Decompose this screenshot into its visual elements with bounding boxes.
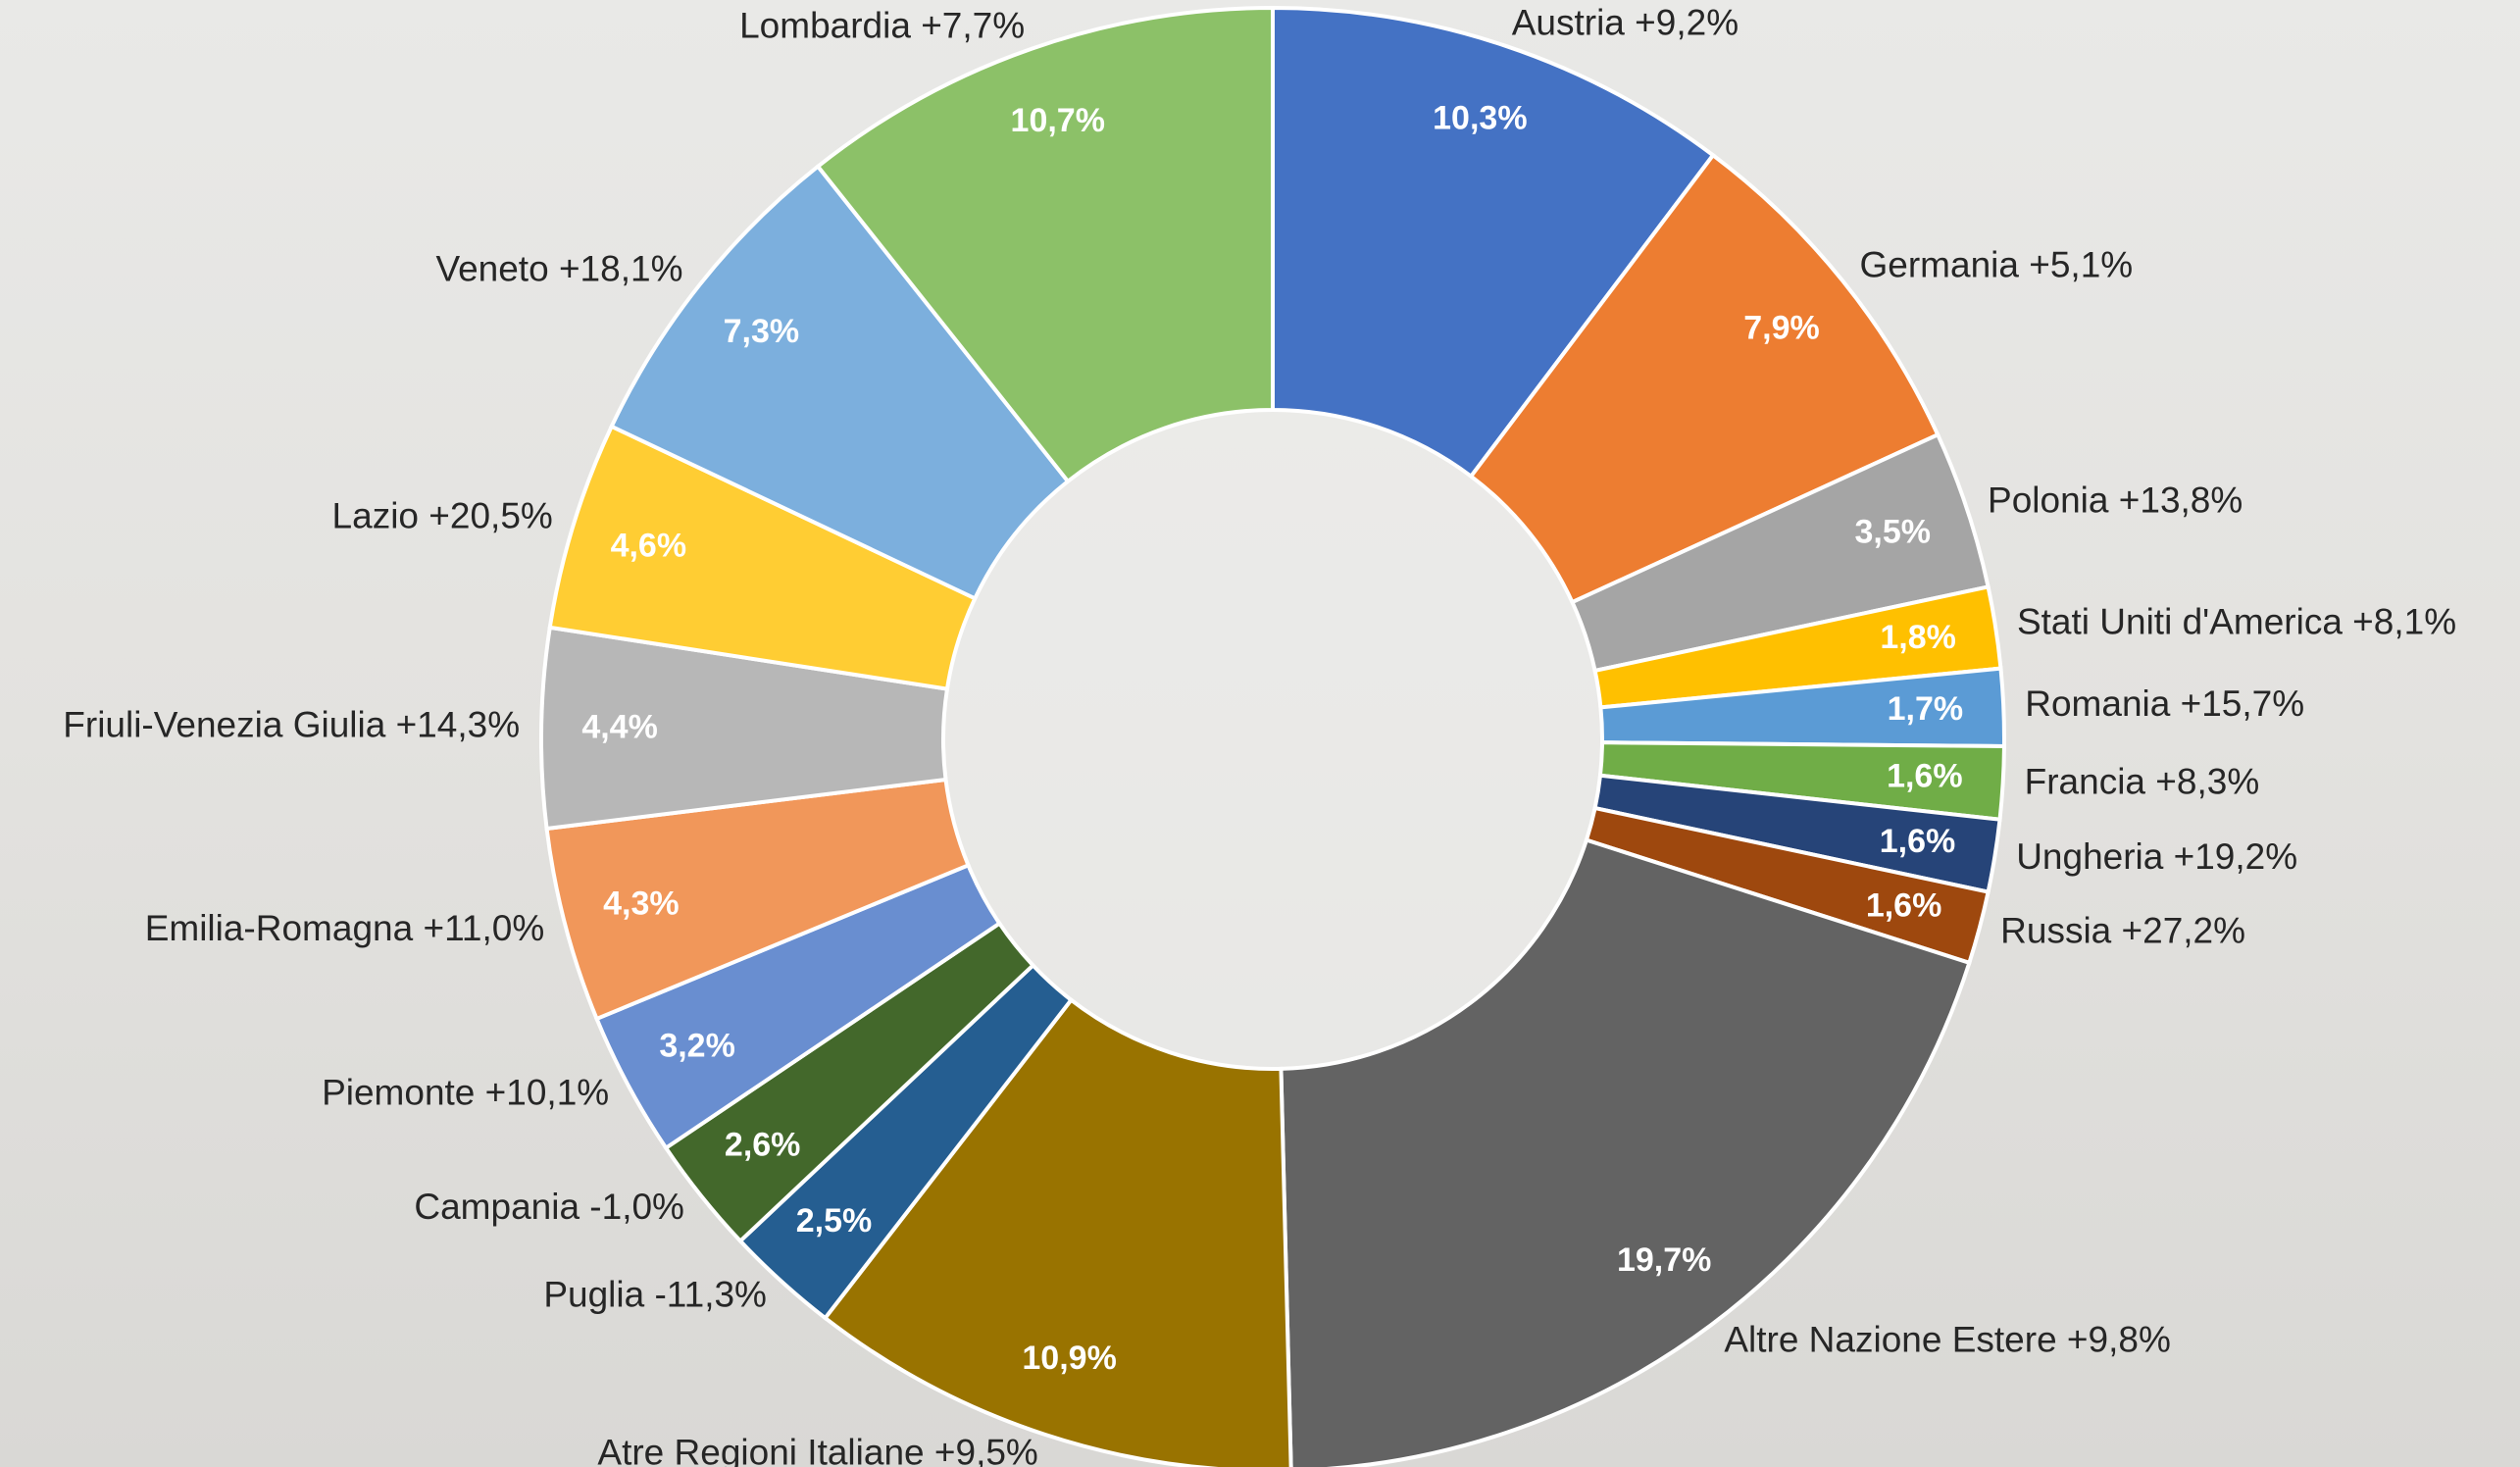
category-label: Lazio +20,5% bbox=[332, 495, 553, 535]
value-label: 4,4% bbox=[581, 709, 658, 746]
category-label: Friuli-Venezia Giulia +14,3% bbox=[63, 705, 520, 745]
category-label: Francia +8,3% bbox=[2025, 762, 2260, 802]
value-label: 2,6% bbox=[725, 1127, 801, 1164]
value-label: 19,7% bbox=[1617, 1241, 1711, 1279]
value-label: 1,6% bbox=[1887, 758, 1963, 795]
category-label: Veneto +18,1% bbox=[435, 248, 682, 288]
value-label: 10,3% bbox=[1433, 99, 1527, 136]
category-label: Ungheria +19,2% bbox=[2016, 836, 2297, 877]
value-label: 1,8% bbox=[1880, 619, 1956, 656]
value-label: 7,9% bbox=[1743, 310, 1820, 347]
category-label: Atre Regioni Italiane +9,5% bbox=[597, 1433, 1037, 1467]
value-label: 3,5% bbox=[1854, 514, 1931, 551]
category-label: Lombardia +7,7% bbox=[739, 6, 1025, 46]
value-label: 1,7% bbox=[1888, 690, 1964, 728]
value-label: 10,9% bbox=[1022, 1340, 1116, 1377]
category-label: Austria +9,2% bbox=[1512, 2, 1739, 42]
value-label: 1,6% bbox=[1880, 823, 1956, 860]
value-label: 1,6% bbox=[1866, 886, 1942, 924]
category-label: Puglia -11,3% bbox=[543, 1275, 767, 1315]
chart: 10,3% Austria +9,2% 7,9% Germania +5,1% 3,5%… bbox=[0, 0, 2520, 1467]
value-label: 10,7% bbox=[1011, 102, 1105, 139]
value-label: 7,3% bbox=[724, 313, 800, 350]
category-label: Piemonte +10,1% bbox=[322, 1073, 609, 1113]
category-label: Stati Uniti d'America +8,1% bbox=[2017, 601, 2456, 641]
category-label: Campania -1,0% bbox=[414, 1187, 684, 1227]
category-label: Polonia +13,8% bbox=[1988, 480, 2243, 520]
value-label: 2,5% bbox=[796, 1202, 873, 1239]
category-label: Romania +15,7% bbox=[2025, 683, 2304, 724]
category-label: Germania +5,1% bbox=[1860, 245, 2134, 285]
value-label: 4,3% bbox=[603, 885, 680, 922]
value-label: 4,6% bbox=[611, 528, 687, 565]
donut-hole bbox=[943, 410, 1602, 1069]
value-label: 3,2% bbox=[659, 1028, 735, 1065]
category-label: Russia +27,2% bbox=[2000, 910, 2245, 950]
category-label: Emilia-Romagna +11,0% bbox=[145, 908, 545, 948]
category-label: Altre Nazione Estere +9,8% bbox=[1724, 1320, 2171, 1360]
